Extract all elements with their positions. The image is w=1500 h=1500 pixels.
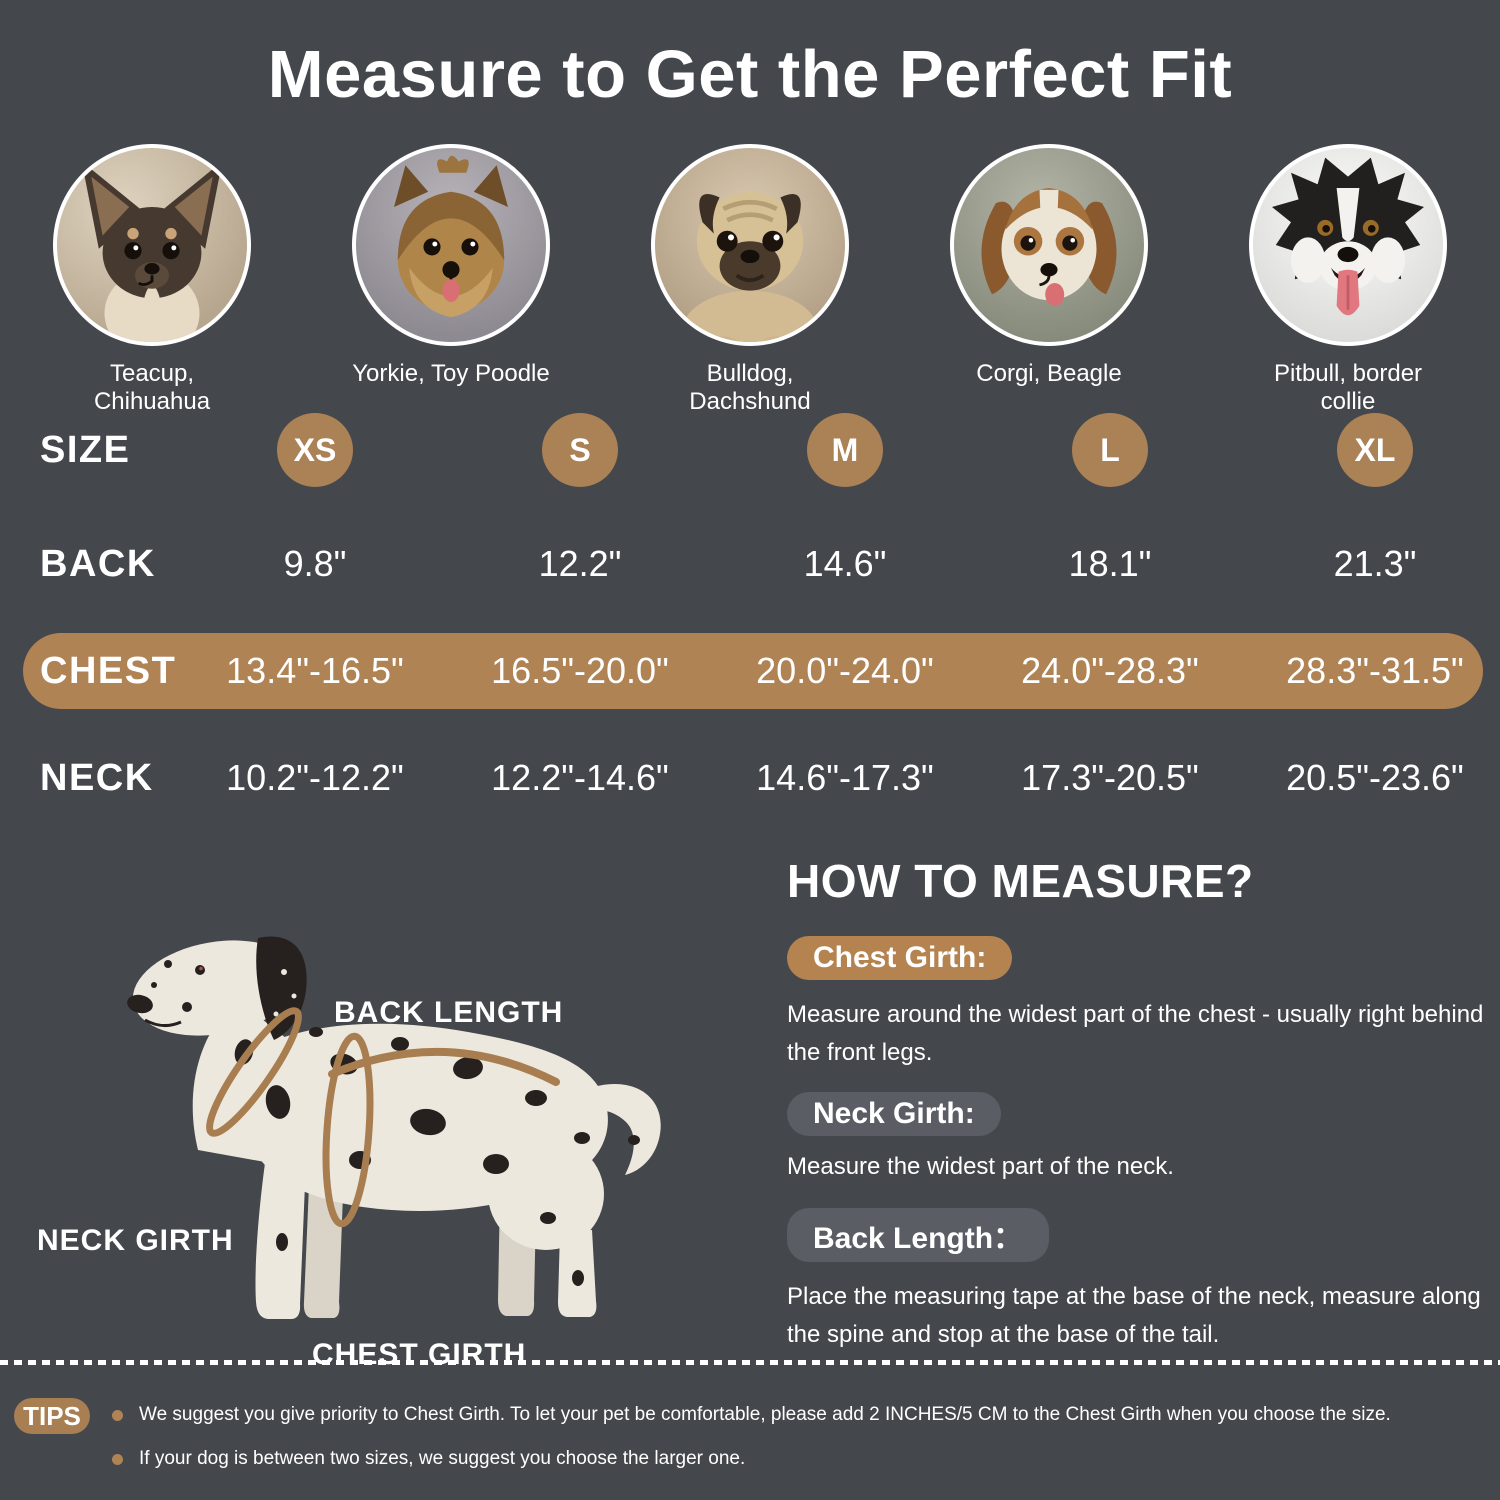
back-length-tape: [328, 1047, 560, 1086]
size-badge-l: L: [1072, 413, 1148, 487]
chest-value-s: 16.5"-20.0": [491, 650, 669, 691]
back-length-instructions: Place the measuring tape at the base of …: [787, 1283, 1481, 1348]
chihuahua-photo: [53, 144, 251, 346]
neck-girth-pill: Neck Girth:: [787, 1092, 1001, 1136]
back-value-l: 18.1": [1068, 543, 1152, 584]
chest-row: CHEST 13.4"-16.5" 16.5"-20.0" 20.0"-24.0…: [0, 633, 1500, 709]
row-label-chest: CHEST: [40, 649, 177, 692]
size-row: SIZE XS S M L XL: [0, 413, 1500, 487]
dog-measurement-diagram: [127, 936, 661, 1319]
chest-girth-pill: Chest Girth:: [787, 936, 1013, 980]
breed-photo-row: Teacup, Chihuahua Yorkie, Toy P: [0, 144, 1500, 416]
neck-value-s: 12.2"-14.6": [491, 757, 669, 798]
size-badge-m: M: [807, 413, 883, 487]
breed-column-s: Yorkie, Toy Poodle: [351, 144, 551, 416]
neck-girth-tape: [206, 1007, 302, 1137]
breed-column-m: Bulldog, Dachshund: [650, 144, 850, 416]
back-value-xl: 21.3": [1333, 543, 1417, 584]
neck-value-l: 17.3"-20.5": [1021, 757, 1199, 798]
back-value-xs: 9.8": [283, 543, 347, 584]
yorkie-photo: [352, 144, 550, 346]
tip-item: If your dog is between two sizes, we sug…: [112, 1448, 745, 1470]
size-badge-s: S: [542, 413, 618, 487]
breed-label: Teacup, Chihuahua: [93, 360, 211, 415]
border-collie-face-icon: [1272, 157, 1424, 316]
breed-label: Corgi, Beagle: [976, 360, 1122, 387]
breed-label: Bulldog, Dachshund: [689, 360, 811, 415]
size-badge-xs: XS: [277, 413, 353, 487]
chest-value-xl: 28.3"-31.5": [1286, 650, 1464, 691]
neck-girth-instructions: Measure the widest part of the neck.: [787, 1153, 1174, 1180]
back-length-pill: Back Length：: [787, 1208, 1050, 1262]
chest-row-highlight-bar: [23, 633, 1483, 709]
tip-text: If your dog is between two sizes, we sug…: [139, 1448, 746, 1469]
dashed-divider: [0, 1360, 1500, 1365]
breed-column-xs: Teacup, Chihuahua: [52, 144, 252, 416]
tips-badge: TIPS: [14, 1398, 90, 1434]
how-to-measure-section: HOW TO MEASURE? Chest Girth: Measure aro…: [787, 854, 1500, 1354]
how-to-measure-heading: HOW TO MEASURE?: [787, 855, 1254, 907]
pug-photo: [651, 144, 849, 346]
row-label-neck: NECK: [40, 756, 154, 799]
bullet-dot-icon: [112, 1453, 123, 1465]
diagram-label-neck-girth: NECK GIRTH: [37, 1224, 234, 1257]
row-label-size: SIZE: [40, 428, 131, 471]
tip-item: We suggest you give priority to Chest Gi…: [112, 1404, 1391, 1426]
neck-value-xs: 10.2"-12.2": [226, 757, 404, 798]
diagram-label-chest-girth: CHEST GIRTH: [312, 1338, 527, 1371]
chest-girth-instructions: Measure around the widest part of the ch…: [787, 1001, 1484, 1066]
tip-text: We suggest you give priority to Chest Gi…: [139, 1404, 1391, 1425]
chest-value-l: 24.0"-28.3": [1021, 650, 1199, 691]
diagram-label-back-length: BACK LENGTH: [334, 996, 564, 1029]
neck-row: NECK 10.2"-12.2" 12.2"-14.6" 14.6"-17.3"…: [0, 740, 1500, 816]
chihuahua-face-icon: [81, 161, 223, 342]
breed-label: Yorkie, Toy Poodle: [352, 360, 550, 387]
chest-value-m: 20.0"-24.0": [756, 650, 934, 691]
neck-value-xl: 20.5"-23.6": [1286, 757, 1464, 798]
yorkie-face-icon: [394, 155, 508, 318]
bullet-dot-icon: [112, 1409, 123, 1421]
neck-value-m: 14.6"-17.3": [756, 757, 934, 798]
size-badge-xl: XL: [1337, 413, 1413, 487]
beagle-face-icon: [981, 188, 1117, 306]
breed-column-xl: Pitbull, border collie: [1248, 144, 1448, 416]
page-title: Measure to Get the Perfect Fit: [267, 37, 1233, 112]
chest-girth-tape: [322, 1032, 374, 1228]
back-value-m: 14.6": [803, 543, 887, 584]
pug-face-icon: [681, 191, 819, 342]
breed-column-l: Corgi, Beagle: [949, 144, 1149, 416]
back-row: BACK 9.8" 12.2" 14.6" 18.1" 21.3": [0, 526, 1500, 602]
beagle-photo: [950, 144, 1148, 346]
border-collie-photo: [1249, 144, 1447, 346]
breed-label: Pitbull, border collie: [1273, 360, 1423, 415]
back-value-s: 12.2": [538, 543, 622, 584]
row-label-back: BACK: [40, 542, 156, 585]
chest-value-xs: 13.4"-16.5": [226, 650, 404, 691]
